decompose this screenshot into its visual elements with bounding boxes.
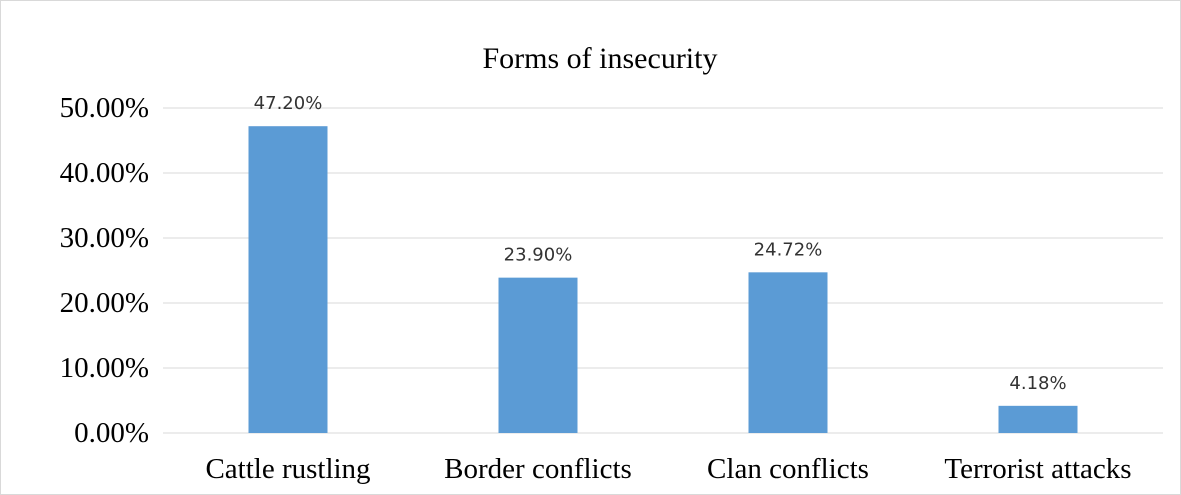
bars xyxy=(248,126,1078,433)
x-tick-label: Clan conflicts xyxy=(707,453,869,485)
bar xyxy=(498,277,578,433)
y-tick-label: 40.00% xyxy=(60,157,149,189)
x-axis-tick-labels: Cattle rustling Border conflicts Clan conf… xyxy=(205,453,1131,485)
x-tick-label: Cattle rustling xyxy=(205,453,370,485)
y-tick-label: 20.00% xyxy=(60,287,149,319)
y-tick-label: 0.00% xyxy=(74,417,149,449)
data-label: 23.90% xyxy=(504,245,573,266)
data-label: 4.18% xyxy=(1009,373,1066,394)
y-axis-tick-labels: 0.00% 10.00% 20.00% 30.00% 40.00% 50.00% xyxy=(60,92,149,449)
y-tick-label: 30.00% xyxy=(60,222,149,254)
data-labels: 47.20% 23.90% 24.72% 4.18% xyxy=(254,93,1067,394)
x-tick-label: Border conflicts xyxy=(444,453,632,485)
bar xyxy=(998,405,1078,433)
x-tick-label: Terrorist attacks xyxy=(944,453,1131,485)
data-label: 24.72% xyxy=(754,239,823,260)
gridlines xyxy=(163,107,1163,434)
chart-title: Forms of insecurity xyxy=(483,42,718,75)
y-tick-label: 10.00% xyxy=(60,352,149,384)
bar xyxy=(248,126,328,433)
data-label: 47.20% xyxy=(254,93,323,114)
bar xyxy=(748,272,828,433)
y-tick-label: 50.00% xyxy=(60,92,149,124)
